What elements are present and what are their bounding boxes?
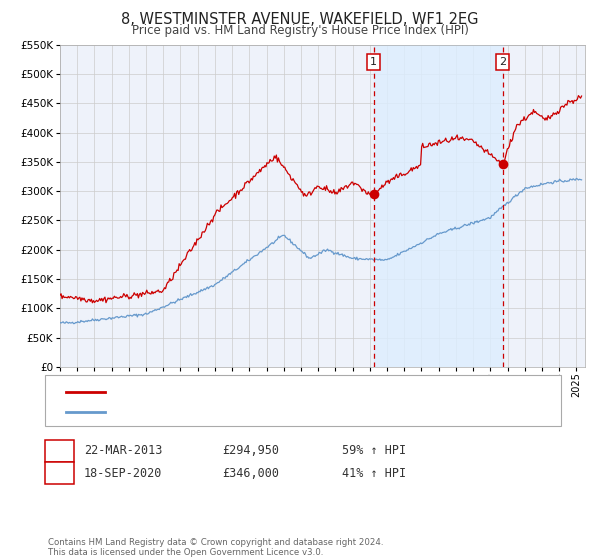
Text: Price paid vs. HM Land Registry's House Price Index (HPI): Price paid vs. HM Land Registry's House …: [131, 24, 469, 37]
Text: 8, WESTMINSTER AVENUE, WAKEFIELD, WF1 2EG: 8, WESTMINSTER AVENUE, WAKEFIELD, WF1 2E…: [121, 12, 479, 27]
Text: 59% ↑ HPI: 59% ↑ HPI: [342, 444, 406, 458]
Text: 8, WESTMINSTER AVENUE, WAKEFIELD, WF1 2EG (detached house): 8, WESTMINSTER AVENUE, WAKEFIELD, WF1 2E…: [111, 387, 473, 397]
Text: £294,950: £294,950: [222, 444, 279, 458]
Text: 18-SEP-2020: 18-SEP-2020: [84, 466, 163, 480]
Text: 22-MAR-2013: 22-MAR-2013: [84, 444, 163, 458]
Bar: [374, 45, 503, 367]
Text: Contains HM Land Registry data © Crown copyright and database right 2024.
This d: Contains HM Land Registry data © Crown c…: [48, 538, 383, 557]
Text: 2: 2: [499, 57, 506, 67]
Text: 1: 1: [55, 444, 64, 458]
Text: HPI: Average price, detached house, Wakefield: HPI: Average price, detached house, Wake…: [111, 407, 392, 417]
Text: 2: 2: [55, 466, 64, 480]
Text: 41% ↑ HPI: 41% ↑ HPI: [342, 466, 406, 480]
Text: £346,000: £346,000: [222, 466, 279, 480]
Text: 1: 1: [370, 57, 377, 67]
